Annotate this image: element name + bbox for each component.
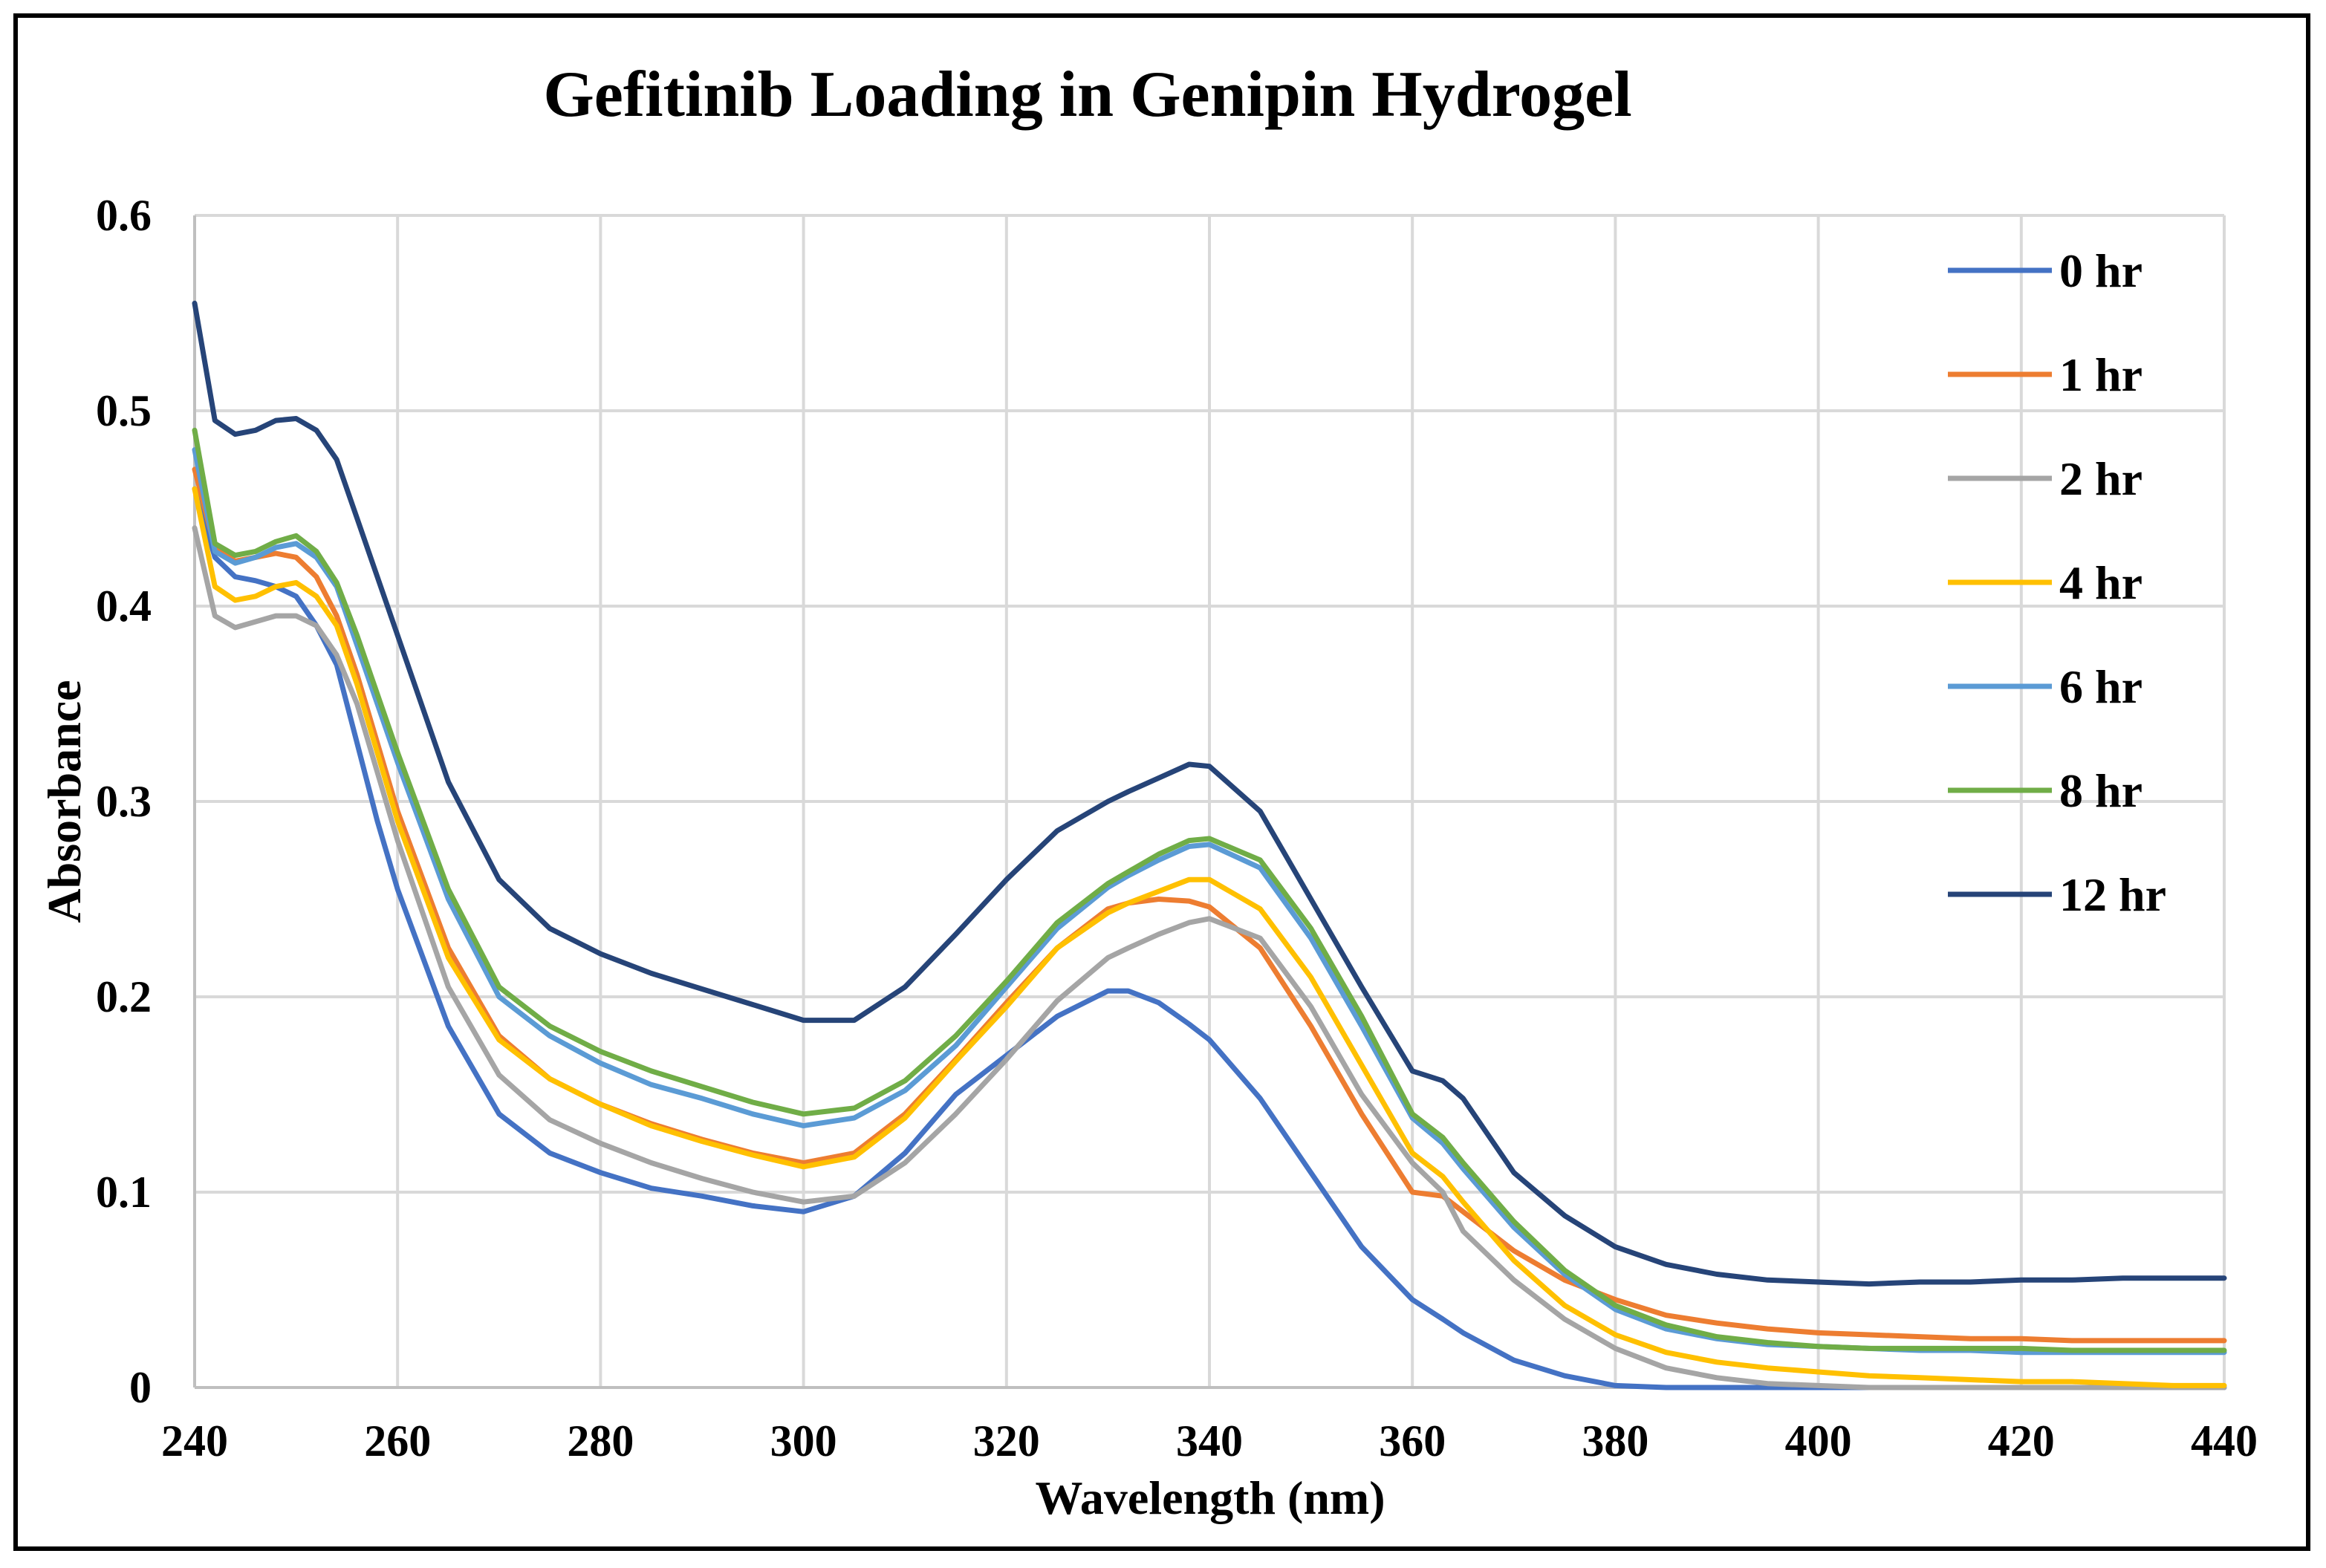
legend: 0 hr 1 hr 2 hr 4 hr 6 hr 8 hr 12 hr xyxy=(1948,244,2166,921)
x-tick-label: 400 xyxy=(1785,1416,1852,1465)
series-line-2-hr xyxy=(192,525,2227,1390)
x-tick-label: 380 xyxy=(1582,1416,1648,1465)
x-tick-label: 240 xyxy=(161,1416,228,1465)
x-tick-label: 420 xyxy=(1988,1416,2055,1465)
y-tick-label: 0.2 xyxy=(96,972,152,1021)
legend-label: 0 hr xyxy=(2059,244,2143,297)
tick-labels: 240 260 280 300 320 340 360 380 400 420 440 0 0.1 0.2… xyxy=(96,191,2258,1465)
y-axis-label: Absorbance xyxy=(38,680,91,923)
series-line-12-hr xyxy=(192,300,2227,1287)
x-tick-label: 260 xyxy=(364,1416,431,1465)
x-tick-label: 360 xyxy=(1379,1416,1446,1465)
series-line-8-hr xyxy=(192,427,2227,1353)
x-tick-label: 280 xyxy=(567,1416,634,1465)
x-tick-label: 320 xyxy=(973,1416,1040,1465)
legend-label: 6 hr xyxy=(2059,660,2143,713)
x-tick-label: 300 xyxy=(770,1416,837,1465)
series-line-4-hr xyxy=(192,486,2227,1388)
x-tick-label: 340 xyxy=(1176,1416,1243,1465)
legend-label: 8 hr xyxy=(2059,764,2143,817)
x-axis-label: Wavelength (nm) xyxy=(1035,1471,1385,1524)
chart: Gefitinib Loading in Genipin Hydrogel 24… xyxy=(38,59,2258,1524)
legend-label: 2 hr xyxy=(2059,452,2143,505)
y-tick-label: 0.3 xyxy=(96,777,152,826)
legend-label: 4 hr xyxy=(2059,556,2143,609)
legend-label: 12 hr xyxy=(2059,868,2166,921)
y-tick-label: 0.4 xyxy=(96,582,152,631)
legend-label: 1 hr xyxy=(2059,348,2143,401)
y-tick-label: 0.1 xyxy=(96,1168,152,1217)
chart-title: Gefitinib Loading in Genipin Hydrogel xyxy=(543,59,1631,131)
y-tick-label: 0.6 xyxy=(96,191,152,240)
y-tick-label: 0.5 xyxy=(96,386,152,435)
chart-frame: Gefitinib Loading in Genipin Hydrogel 24… xyxy=(13,13,2310,1551)
gridlines xyxy=(193,214,2226,1389)
y-tick-label: 0 xyxy=(129,1363,152,1412)
series-lines xyxy=(192,300,2227,1390)
x-tick-label: 440 xyxy=(2191,1416,2258,1465)
